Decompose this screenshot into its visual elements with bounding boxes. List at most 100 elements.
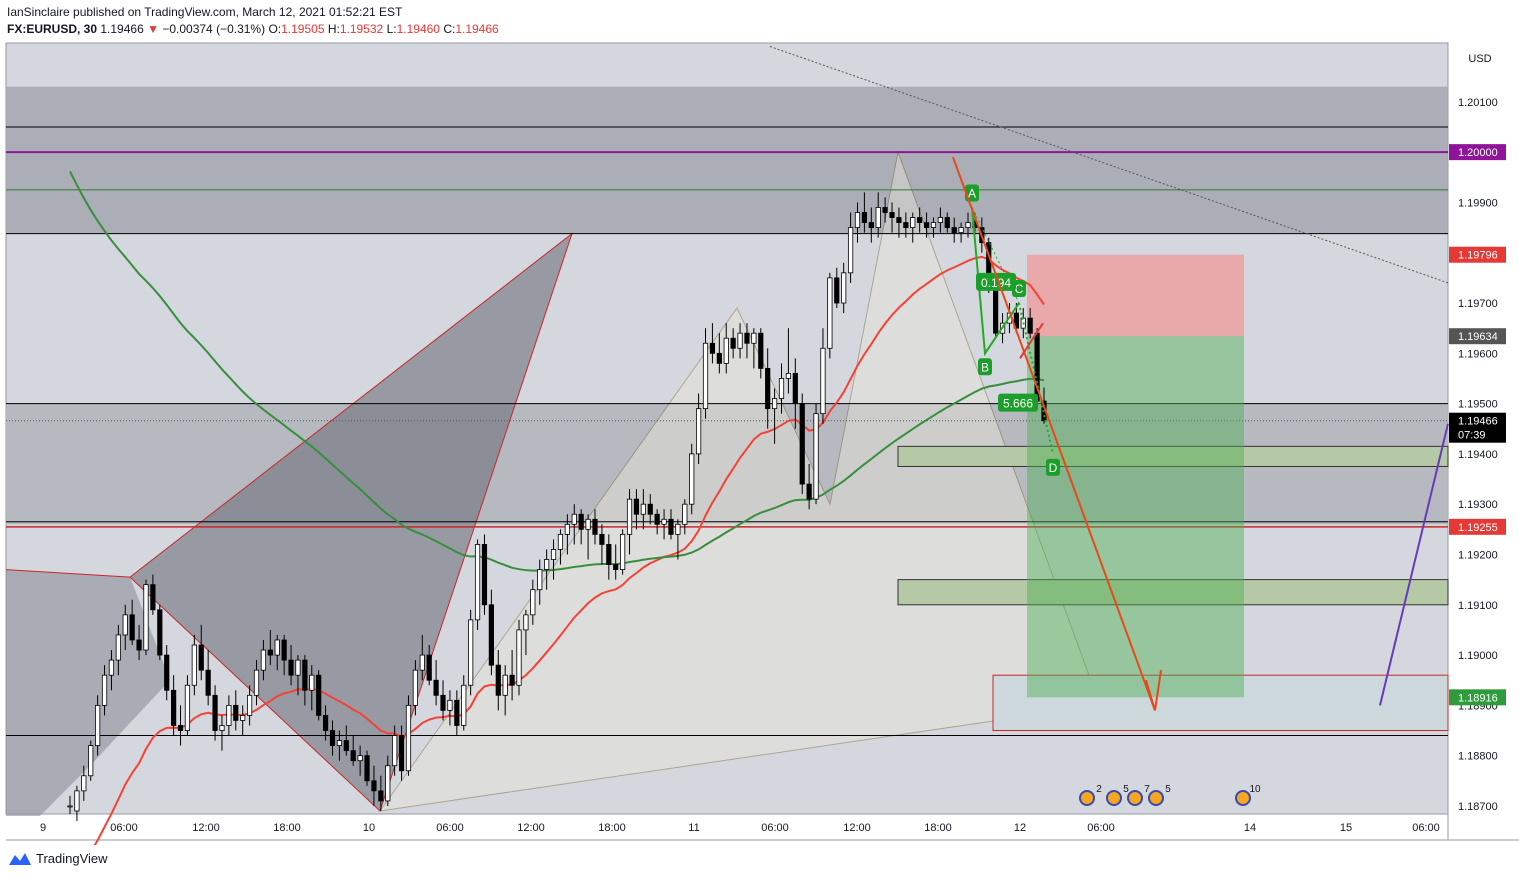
candle-body — [88, 745, 94, 777]
candle-body — [640, 503, 646, 515]
event-count: 5 — [1123, 784, 1129, 795]
candle-body — [889, 212, 895, 218]
countdown-label: 07:39 — [1458, 430, 1486, 442]
candle-body — [765, 367, 771, 410]
ema-line — [93, 255, 1045, 845]
projection-line — [1379, 423, 1449, 706]
candle-body — [702, 342, 709, 410]
candle-body — [917, 217, 923, 223]
candle-body — [606, 544, 612, 565]
candle-body — [564, 523, 570, 535]
open-label: O: — [268, 22, 282, 36]
price-tag — [1449, 689, 1506, 706]
low-value: 1.19460 — [396, 22, 440, 36]
close-label: C: — [443, 22, 456, 36]
event-count: 10 — [1249, 784, 1261, 795]
candle-body — [550, 549, 557, 560]
point-label-A: A — [968, 186, 976, 200]
point-label-B: B — [981, 360, 989, 374]
candle-body — [751, 332, 757, 344]
candle-body — [585, 518, 591, 530]
candle-body — [778, 378, 785, 399]
y-tick-label: 1.19400 — [1458, 449, 1498, 461]
x-tick-label: 12 — [1014, 822, 1026, 834]
candle-body — [247, 694, 253, 716]
y-tick-label: 1.19300 — [1458, 499, 1498, 511]
ratio-badge-0 — [976, 272, 1016, 291]
candle-body — [744, 332, 750, 344]
x-tick-label: 10 — [363, 822, 375, 834]
y-tick-label: 1.19500 — [1458, 399, 1498, 411]
candle-body — [253, 669, 260, 696]
candle-body — [468, 619, 474, 686]
ratio-label-0: 0.194 — [981, 276, 1011, 290]
symbol-label[interactable]: FX:EURUSD, 30 — [7, 22, 98, 36]
candle-body — [958, 227, 964, 234]
candle-body — [647, 503, 653, 515]
candle-body — [171, 689, 177, 726]
candle-body — [723, 337, 729, 364]
last-price: 1.19466 — [100, 22, 144, 36]
candle-body — [654, 513, 660, 525]
candle-body — [267, 649, 273, 656]
candle-body — [557, 533, 564, 550]
candle-body — [523, 614, 529, 631]
drawings-layer: A B C D 0.194 5.666 — [952, 156, 1449, 711]
price-tag-label: 1.19634 — [1458, 331, 1498, 343]
low-label: L: — [386, 22, 397, 36]
x-tick-label: 06:00 — [761, 822, 789, 834]
footer-brand[interactable]: TradingView — [8, 851, 108, 866]
candle-body — [882, 207, 888, 213]
x-tick-label: 12:00 — [517, 822, 545, 834]
candle-body — [730, 337, 736, 349]
axis-layer: 1.20100 1.20000 1.19900 1.19700 1.19600 1.195… — [40, 97, 1506, 834]
price-change: −0.00374 (−0.31%) — [162, 22, 266, 36]
candle-body — [516, 629, 522, 686]
candle-body — [357, 755, 363, 762]
y-tick-label: 1.18800 — [1458, 751, 1498, 763]
price-chart[interactable]: A B C D 0.194 5.666 1.20100 1.20000 1.19900 1.19… — [0, 40, 1519, 845]
candle-body — [613, 564, 619, 570]
supply-zone — [6, 86, 1448, 234]
economic-event-icon — [1106, 790, 1122, 806]
candle-body — [771, 398, 778, 410]
y-tick-label: 1.20100 — [1458, 97, 1498, 109]
candle-body — [343, 740, 349, 752]
candle-body — [868, 222, 874, 228]
candle-body — [537, 569, 543, 591]
candle-body — [164, 654, 170, 691]
candle-body — [951, 227, 957, 234]
y-tick-label: 1.19200 — [1458, 549, 1498, 561]
candle-body — [398, 735, 405, 772]
stop-loss-zone — [1027, 254, 1244, 337]
price-tag-label: 1.18916 — [1458, 692, 1498, 704]
candle-body — [219, 725, 225, 731]
zones-layer — [5, 46, 1449, 817]
point-badge-D — [1046, 458, 1060, 476]
footer-brand-label: TradingView — [36, 851, 108, 866]
candle-body — [198, 644, 204, 671]
candle-body — [820, 347, 826, 415]
candle-body — [910, 217, 916, 228]
candle-body — [295, 659, 301, 676]
xabcd-wing-left — [6, 569, 170, 817]
open-value: 1.19505 — [281, 22, 325, 36]
candle-body — [785, 373, 792, 379]
candle-body — [488, 604, 494, 666]
candle-body — [143, 584, 149, 651]
candle-body — [322, 715, 329, 731]
y-tick-label: 1.19100 — [1458, 600, 1498, 612]
point-label-C: C — [1015, 282, 1024, 296]
candle-body — [405, 704, 412, 772]
price-tag-label: 1.20000 — [1458, 147, 1498, 159]
candle-body — [240, 715, 246, 721]
point-label-D: D — [1049, 461, 1058, 475]
candle-body — [101, 674, 108, 706]
candle-body — [309, 674, 315, 691]
demand-box-1 — [897, 445, 1449, 467]
x-tick-label: 06:00 — [436, 822, 464, 834]
candle-body — [661, 518, 667, 525]
candle-body — [392, 735, 398, 767]
candle-body — [758, 332, 764, 369]
candle-body — [385, 765, 391, 802]
